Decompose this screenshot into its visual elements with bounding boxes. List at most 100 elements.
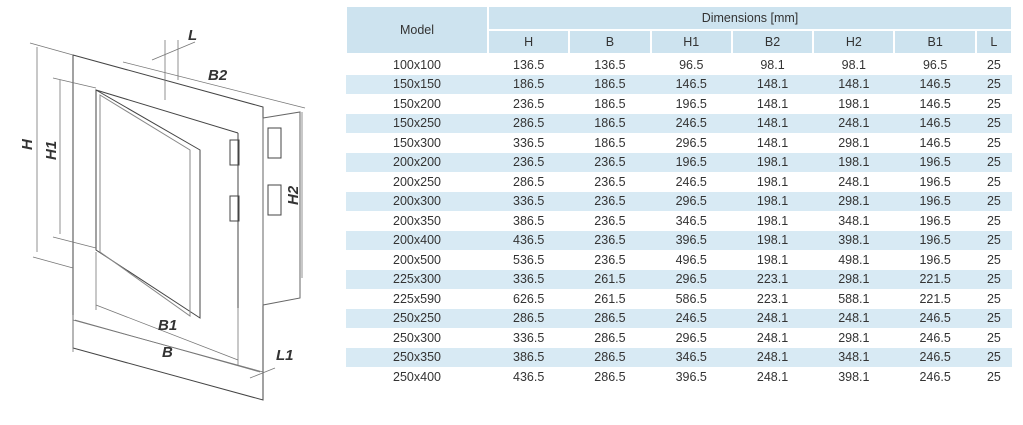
value-cell: 136.5 bbox=[513, 57, 545, 72]
value-cell: 348.1 bbox=[813, 347, 895, 367]
value-cell: 588.1 bbox=[838, 291, 870, 306]
table-row: 150x200 236.5 186.5 196.5 148.1 198.1 146.5 25 bbox=[346, 94, 1012, 114]
value-cell: 248.1 bbox=[731, 308, 814, 328]
value-cell: 148.1 bbox=[756, 96, 789, 111]
label-H: H bbox=[19, 138, 36, 150]
value-cell: 498.1 bbox=[838, 252, 870, 267]
value-cell: 136.5 bbox=[594, 57, 626, 72]
label-B2: B2 bbox=[208, 67, 228, 84]
value-cell: 148.1 bbox=[813, 74, 895, 94]
value-cell: 298.1 bbox=[813, 269, 895, 289]
model-cell: 200x350 bbox=[393, 213, 441, 228]
table-row: 200x250 286.5 236.5 246.5 198.1 248.1 196.5 25 bbox=[346, 172, 1012, 192]
value-cell: 436.5 bbox=[513, 369, 545, 384]
value-cell: 286.5 bbox=[488, 113, 570, 133]
value-cell: 248.1 bbox=[813, 113, 895, 133]
value-cell: 246.5 bbox=[894, 347, 976, 367]
value-cell: 261.5 bbox=[594, 291, 626, 306]
value-cell: 626.5 bbox=[513, 291, 545, 306]
model-cell: 250x250 bbox=[346, 308, 488, 328]
table-row: 200x350 386.5 236.5 346.5 198.1 348.1 196.5 25 bbox=[346, 211, 1012, 231]
column-header-b1: B1 bbox=[893, 29, 977, 55]
value-cell: 223.1 bbox=[756, 291, 789, 306]
value-cell: 248.1 bbox=[731, 347, 814, 367]
column-header-l: L bbox=[974, 29, 1014, 55]
value-cell: 298.1 bbox=[838, 135, 870, 150]
table-row: 150x250 286.5 186.5 246.5 148.1 248.1 146.5 25 bbox=[346, 113, 1012, 133]
dimensions-table: Model Dimensions [mm] H B H1 B2 H2 B1 L 100x10… bbox=[345, 5, 1014, 387]
value-cell: 348.1 bbox=[838, 213, 870, 228]
value-cell: 336.5 bbox=[488, 269, 570, 289]
value-cell: 386.5 bbox=[488, 347, 570, 367]
value-cell: 186.5 bbox=[594, 135, 626, 150]
door-panel bbox=[95, 89, 201, 319]
label-L: L bbox=[188, 27, 197, 44]
value-cell: 398.1 bbox=[838, 369, 870, 384]
value-cell: 25 bbox=[975, 230, 1012, 250]
model-header: Model bbox=[345, 5, 489, 55]
value-cell: 286.5 bbox=[569, 347, 651, 367]
value-cell: 25 bbox=[986, 369, 1001, 384]
table-row: 200x500 536.5 236.5 496.5 198.1 498.1 196.5 25 bbox=[346, 250, 1012, 270]
value-cell: 298.1 bbox=[813, 191, 895, 211]
value-cell: 336.5 bbox=[488, 191, 570, 211]
value-cell: 25 bbox=[975, 74, 1012, 94]
model-cell: 200x300 bbox=[346, 191, 488, 211]
model-cell: 150x300 bbox=[393, 135, 441, 150]
model-cell: 200x250 bbox=[393, 174, 441, 189]
label-H1: H1 bbox=[43, 141, 60, 160]
value-cell: 286.5 bbox=[513, 174, 545, 189]
value-cell: 236.5 bbox=[569, 152, 651, 172]
table-row: 225x300 336.5 261.5 296.5 223.1 298.1 221.5 25 bbox=[346, 269, 1012, 289]
value-cell: 346.5 bbox=[675, 213, 707, 228]
model-cell: 250x350 bbox=[346, 347, 488, 367]
value-cell: 236.5 bbox=[569, 191, 651, 211]
value-cell: 186.5 bbox=[594, 96, 626, 111]
value-cell: 148.1 bbox=[756, 135, 789, 150]
table-row: 200x200 236.5 236.5 196.5 198.1 198.1 196.5 25 bbox=[346, 152, 1012, 172]
value-cell: 246.5 bbox=[894, 308, 976, 328]
column-header-h: H bbox=[486, 29, 571, 55]
table-row: 100x100 136.5 136.5 96.5 98.1 98.1 96.5 25 bbox=[346, 54, 1012, 75]
value-cell: 336.5 bbox=[513, 135, 545, 150]
value-cell: 246.5 bbox=[650, 113, 732, 133]
value-cell: 221.5 bbox=[919, 291, 951, 306]
table-row: 250x400 436.5 286.5 396.5 248.1 398.1 246.5 25 bbox=[346, 367, 1012, 387]
access-door-drawing: L B2 H H1 H2 B1 B L1 bbox=[19, 27, 306, 401]
value-cell: 236.5 bbox=[513, 96, 545, 111]
value-cell: 346.5 bbox=[650, 347, 732, 367]
value-cell: 286.5 bbox=[594, 330, 626, 345]
value-cell: 246.5 bbox=[650, 308, 732, 328]
value-cell: 298.1 bbox=[838, 330, 870, 345]
value-cell: 186.5 bbox=[488, 74, 570, 94]
value-cell: 223.1 bbox=[731, 269, 814, 289]
model-cell: 100x100 bbox=[393, 57, 441, 72]
value-cell: 146.5 bbox=[894, 113, 976, 133]
value-cell: 148.1 bbox=[731, 113, 814, 133]
value-cell: 246.5 bbox=[919, 369, 951, 384]
value-cell: 25 bbox=[975, 269, 1012, 289]
table-row: 250x350 386.5 286.5 346.5 248.1 348.1 246.5 25 bbox=[346, 347, 1012, 367]
value-cell: 286.5 bbox=[569, 308, 651, 328]
value-cell: 25 bbox=[986, 252, 1001, 267]
column-header-h1: H1 bbox=[649, 29, 733, 55]
value-cell: 98.1 bbox=[841, 57, 866, 72]
value-cell: 148.1 bbox=[731, 74, 814, 94]
value-cell: 248.1 bbox=[756, 330, 789, 345]
value-cell: 25 bbox=[986, 330, 1001, 345]
value-cell: 198.1 bbox=[731, 230, 814, 250]
column-header-h2: H2 bbox=[812, 29, 896, 55]
value-cell: 25 bbox=[986, 213, 1001, 228]
value-cell: 396.5 bbox=[675, 369, 707, 384]
dimensions-header: Dimensions [mm] bbox=[487, 5, 1013, 31]
value-cell: 196.5 bbox=[894, 191, 976, 211]
value-cell: 146.5 bbox=[919, 135, 951, 150]
value-cell: 25 bbox=[975, 347, 1012, 367]
table-row: 200x300 336.5 236.5 296.5 198.1 298.1 196.5 25 bbox=[346, 191, 1012, 211]
door-frame bbox=[72, 54, 264, 401]
value-cell: 196.5 bbox=[919, 174, 951, 189]
value-cell: 98.1 bbox=[760, 57, 785, 72]
table-row: 200x400 436.5 236.5 396.5 198.1 398.1 196.5 25 bbox=[346, 230, 1012, 250]
label-L1: L1 bbox=[276, 347, 294, 364]
value-cell: 396.5 bbox=[650, 230, 732, 250]
